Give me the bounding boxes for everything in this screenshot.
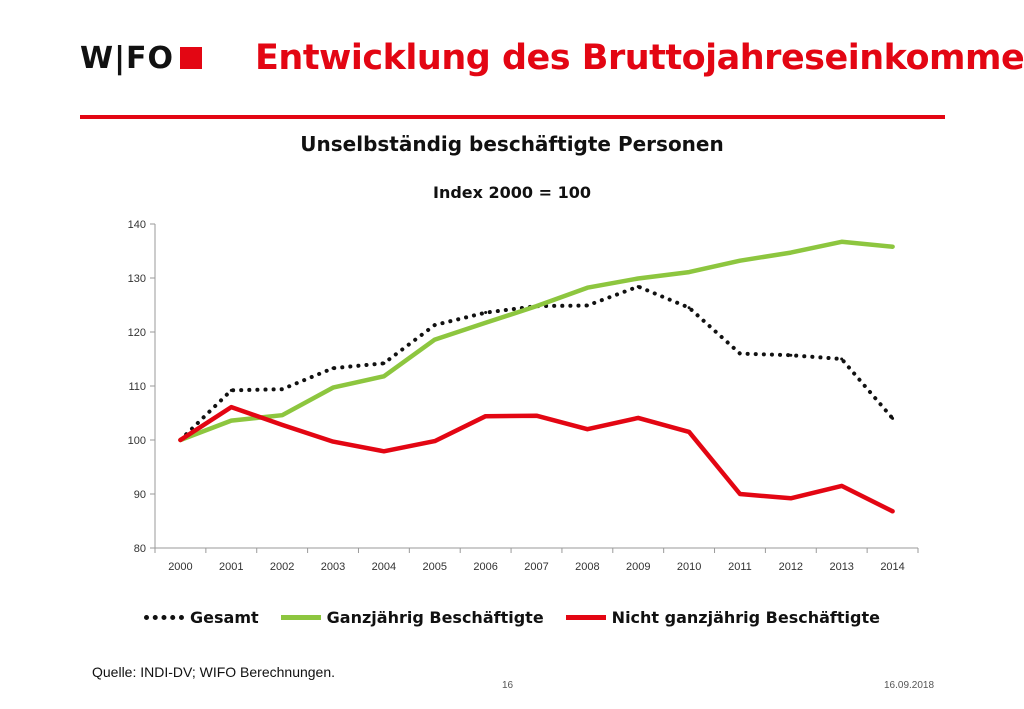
legend-label: Gesamt — [190, 608, 259, 627]
x-tick-label: 2006 — [473, 561, 497, 573]
y-tick-label: 100 — [128, 435, 146, 447]
data-point — [433, 323, 437, 327]
x-tick-label: 2007 — [524, 561, 548, 573]
x-tick-label: 2010 — [677, 561, 701, 573]
slide-title: Entwicklung des Bruttojahreseinkommens — [255, 38, 1024, 78]
page-number: 16 — [502, 680, 514, 691]
data-point — [229, 388, 233, 392]
chart-legend: Gesamt Ganzjährig Beschäftigte Nicht ganzj… — [0, 608, 1024, 627]
data-point — [433, 439, 437, 443]
data-point — [535, 304, 538, 308]
series-line-2 — [178, 239, 895, 443]
x-tick-label: 2000 — [168, 561, 192, 573]
data-point — [585, 286, 589, 290]
legend-swatch — [280, 615, 321, 620]
source-note: Quelle: INDI-DV; WIFO Berechnungen. — [92, 664, 336, 680]
data-point — [840, 484, 844, 488]
title-divider — [80, 115, 945, 119]
chart-title: Unselbständig beschäftigte Personen — [300, 132, 724, 156]
wifo-logo: W|FO — [80, 40, 203, 76]
data-point — [636, 285, 640, 289]
data-point — [687, 430, 691, 434]
y-tick-label: 110 — [128, 381, 146, 393]
legend-label: Nicht ganzjährig Beschäftigte — [611, 608, 880, 627]
data-point — [484, 414, 488, 418]
x-tick-label: 2001 — [219, 561, 243, 573]
data-point — [891, 509, 895, 513]
logo-text: W|FO — [80, 40, 175, 76]
x-tick-label: 2014 — [880, 561, 904, 573]
data-point — [636, 416, 640, 420]
chart-subtitle: Index 2000 = 100 — [432, 183, 591, 202]
data-point — [891, 245, 895, 249]
x-tick-label: 2002 — [270, 561, 294, 573]
data-point — [738, 259, 742, 263]
data-point — [891, 416, 895, 420]
data-point — [178, 438, 182, 442]
y-tick-label: 90 — [134, 489, 146, 501]
x-tick-label: 2009 — [626, 561, 650, 573]
data-point — [229, 405, 233, 409]
x-tick-label: 2004 — [372, 561, 396, 573]
legend-item: Ganzjährig Beschäftigte — [280, 608, 544, 627]
x-tick-label: 2013 — [829, 561, 853, 573]
data-point — [738, 352, 742, 356]
data-point — [535, 414, 538, 418]
series-line-3 — [178, 404, 895, 514]
data-point — [280, 387, 284, 391]
data-point — [789, 496, 793, 500]
legend-label: Ganzjährig Beschäftigte — [326, 608, 544, 627]
x-tick-label: 2012 — [779, 561, 803, 573]
data-point — [840, 240, 844, 244]
x-tick-label: 2008 — [575, 561, 599, 573]
data-point — [331, 366, 335, 370]
legend-item: Nicht ganzjährig Beschäftigte — [565, 608, 880, 627]
data-point — [789, 353, 793, 357]
data-point — [585, 304, 589, 308]
y-tick-label: 140 — [128, 219, 146, 231]
data-point — [382, 361, 386, 365]
data-point — [687, 306, 691, 310]
data-point — [280, 413, 284, 417]
x-tick-label: 2011 — [728, 561, 752, 573]
x-tick-label: 2003 — [321, 561, 345, 573]
data-point — [382, 374, 386, 378]
y-tick-label: 80 — [134, 543, 146, 555]
data-point — [382, 449, 386, 453]
legend-swatch — [565, 615, 606, 620]
data-point — [585, 427, 589, 431]
data-point — [738, 492, 742, 496]
data-point — [687, 270, 691, 274]
data-point — [484, 321, 488, 325]
logo-square-icon — [180, 47, 203, 69]
data-point — [484, 311, 488, 315]
data-point — [840, 357, 844, 361]
data-point — [433, 338, 437, 342]
y-tick-label: 120 — [128, 327, 146, 339]
legend-swatch — [144, 615, 185, 620]
data-point — [331, 386, 335, 390]
data-point — [280, 423, 284, 427]
data-point — [636, 277, 640, 281]
data-point — [789, 251, 793, 255]
data-point — [229, 419, 233, 423]
legend-item: Gesamt — [144, 608, 259, 627]
y-tick-label: 130 — [128, 273, 146, 285]
slide-date: 16.09.2018 — [884, 680, 935, 691]
data-point — [331, 440, 335, 444]
x-tick-label: 2005 — [423, 561, 447, 573]
